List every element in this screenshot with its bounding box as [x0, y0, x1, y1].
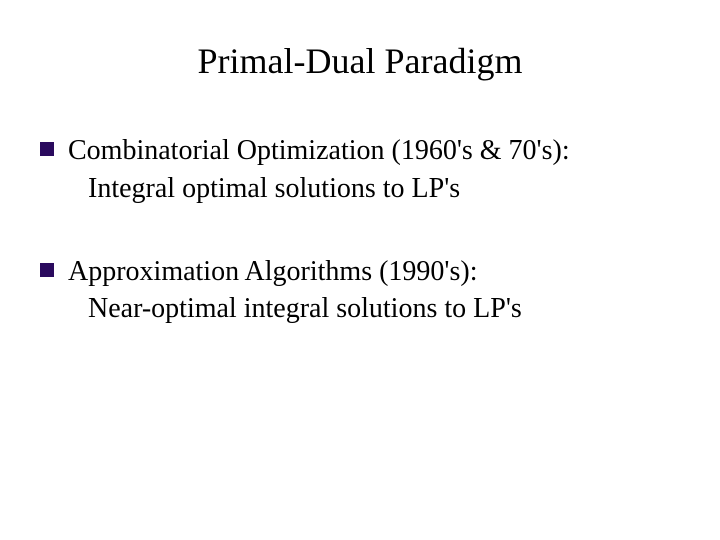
slide-container: Primal-Dual Paradigm Combinatorial Optim… — [0, 0, 720, 540]
bullet-main-text: Approximation Algorithms (1990's): — [68, 256, 477, 287]
bullet-sub-text: Integral optimal solutions to LP's — [68, 170, 570, 208]
bullet-square-icon — [40, 263, 54, 277]
bullet-content: Approximation Algorithms (1990's): Near-… — [68, 253, 522, 329]
bullet-content: Combinatorial Optimization (1960's & 70'… — [68, 132, 570, 208]
bullet-item: Combinatorial Optimization (1960's & 70'… — [40, 132, 680, 208]
slide-title: Primal-Dual Paradigm — [40, 40, 680, 82]
bullet-main-text: Combinatorial Optimization (1960's & 70'… — [68, 135, 570, 166]
bullet-item: Approximation Algorithms (1990's): Near-… — [40, 253, 680, 329]
bullet-sub-text: Near-optimal integral solutions to LP's — [68, 290, 522, 328]
bullet-square-icon — [40, 142, 54, 156]
